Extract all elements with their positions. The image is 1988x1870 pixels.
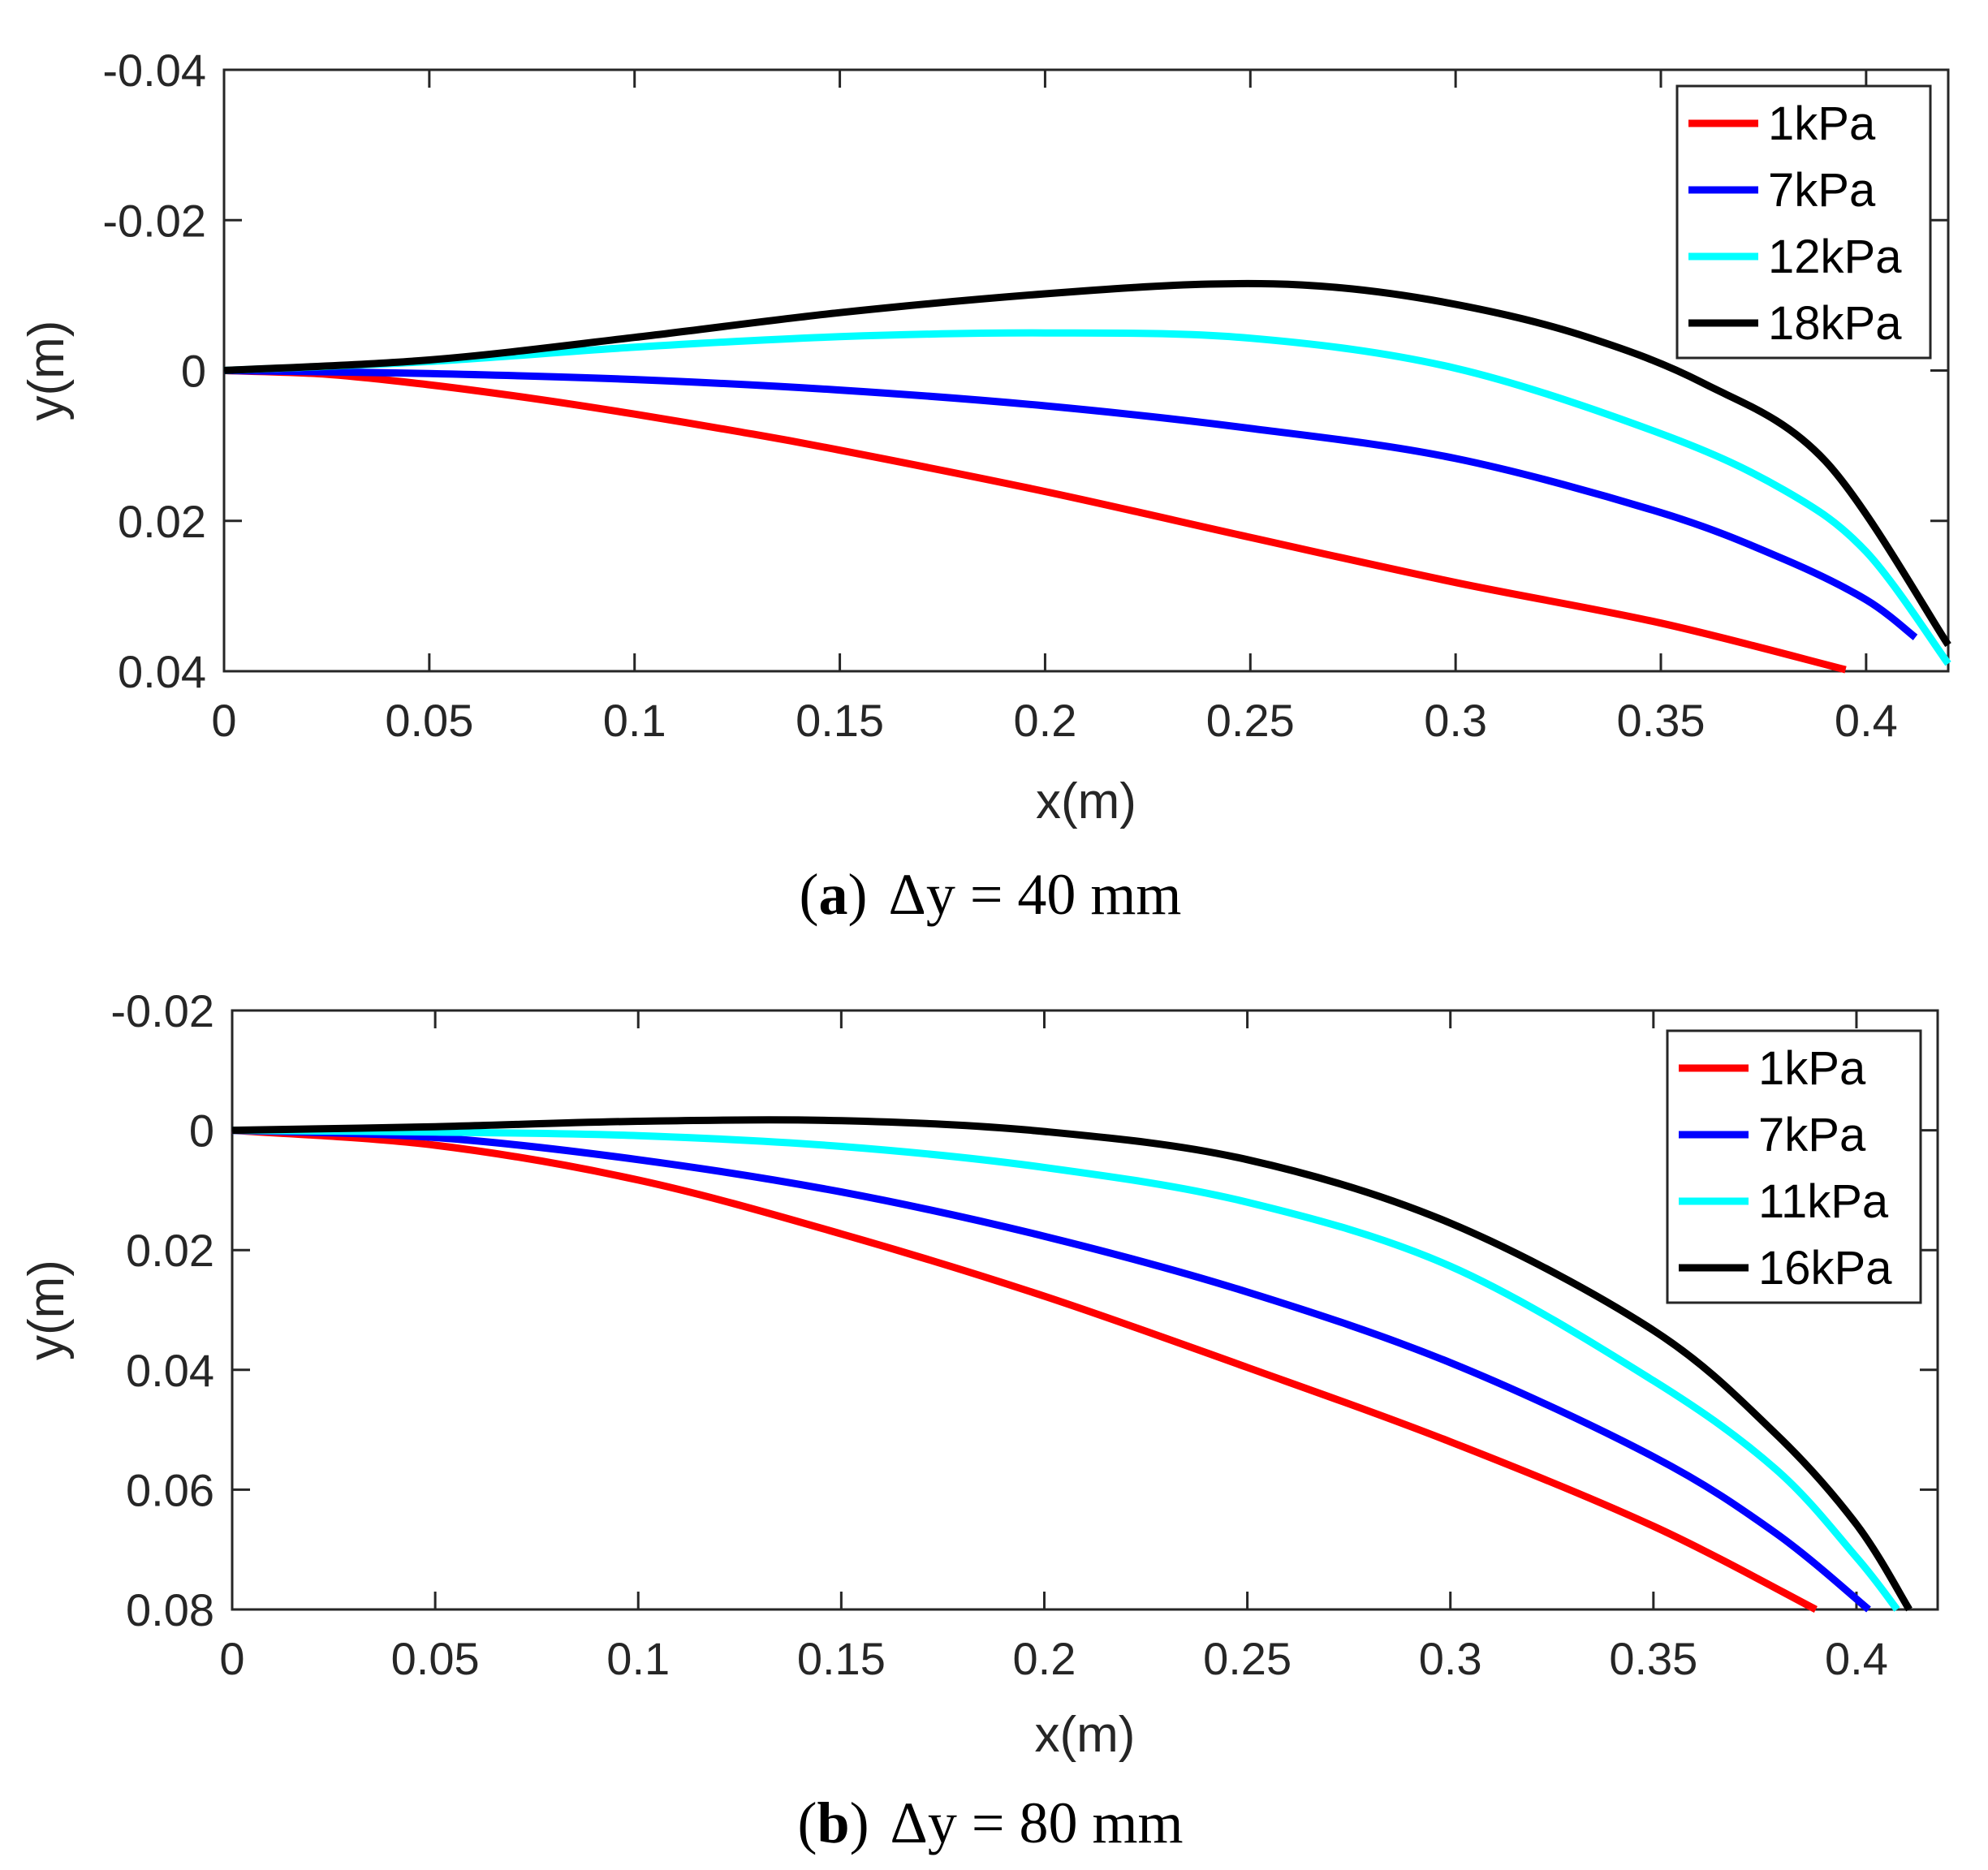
legend-label: 18kPa: [1768, 297, 1902, 350]
series-line-12kPa: [223, 329, 1951, 666]
x-tick-label: 0.1: [603, 695, 666, 746]
legend-label: 12kPa: [1768, 231, 1902, 283]
legend-label: 11kPa: [1758, 1175, 1889, 1228]
series-line-11kPa: [231, 1127, 1900, 1612]
x-tick-label: 0.2: [1013, 695, 1076, 746]
x-tick-label: 0.3: [1419, 1633, 1482, 1684]
x-tick-label: 0.35: [1609, 1633, 1697, 1684]
y-tick-label: 0.06: [126, 1464, 214, 1515]
x-tick-label: 0.05: [385, 695, 473, 746]
panel-caption: (a) Δy = 40 mm: [800, 862, 1182, 927]
caption-close-paren: ): [848, 862, 868, 927]
y-tick-label: 0: [181, 346, 206, 397]
x-axis-label: x(m): [1036, 773, 1136, 829]
legend-box: [1666, 1029, 1922, 1304]
x-tick-label: 0.35: [1617, 695, 1706, 746]
x-tick-label: 0: [211, 695, 236, 746]
y-tick-label: 0.02: [118, 496, 206, 547]
x-tick-label: 0.15: [797, 1633, 886, 1684]
legend-label: 16kPa: [1758, 1242, 1892, 1295]
series-line-1kPa: [223, 367, 1847, 674]
y-tick-label: -0.04: [102, 45, 206, 96]
series-line-18kPa: [223, 279, 1951, 648]
caption-text: Δy = 40 mm: [889, 862, 1182, 927]
x-tick-label: 0.25: [1203, 1633, 1292, 1684]
y-tick-label: 0.04: [126, 1345, 214, 1396]
plot-area: [222, 68, 1950, 673]
series-line-16kPa: [231, 1116, 1913, 1612]
legend-label: 1kPa: [1768, 97, 1876, 150]
legend-label: 1kPa: [1758, 1042, 1866, 1095]
y-tick-label: 0.02: [126, 1225, 214, 1276]
caption-open-paren: (: [798, 1790, 817, 1855]
caption-letter: b: [817, 1790, 850, 1855]
y-axis-label: y(m): [19, 1260, 75, 1360]
x-tick-label: 0.4: [1825, 1633, 1888, 1684]
x-tick-label: 0.3: [1424, 695, 1487, 746]
y-tick-label: 0: [189, 1105, 214, 1157]
legend-box: [1675, 84, 1932, 360]
x-tick-label: 0: [219, 1633, 244, 1684]
y-tick-label: 0.08: [126, 1584, 214, 1635]
series-line-7kPa: [231, 1127, 1871, 1613]
caption-open-paren: (: [800, 862, 819, 927]
legend-label: 7kPa: [1768, 164, 1876, 217]
caption-close-paren: ): [850, 1790, 869, 1855]
caption-text: Δy = 80 mm: [891, 1790, 1184, 1855]
legend-label: 7kPa: [1758, 1109, 1866, 1161]
x-axis-label: x(m): [1035, 1707, 1136, 1763]
y-tick-label: 0.04: [118, 646, 206, 697]
series-line-1kPa: [231, 1127, 1818, 1613]
x-tick-label: 0.1: [606, 1633, 670, 1684]
chart-panel-b: 0 0.05 0.1 0.15 0.2 0.25 0.3 0.35 0.4 -0.02 0 0.02 0…: [19, 985, 1939, 1855]
x-tick-label: 0.25: [1206, 695, 1295, 746]
y-tick-label: -0.02: [102, 195, 206, 246]
caption-letter: a: [819, 862, 848, 927]
chart-panel-a: 0 0.05 0.1 0.15 0.2 0.25 0.3 0.35 0.4 -0.04 -0.02 0…: [19, 45, 1951, 927]
x-tick-label: 0.2: [1013, 1633, 1076, 1684]
panel-caption: (b) Δy = 80 mm: [798, 1790, 1184, 1855]
y-axis-label: y(m): [19, 321, 75, 421]
y-tick-label: -0.02: [110, 985, 214, 1036]
x-tick-label: 0.4: [1835, 695, 1898, 746]
x-tick-label: 0.05: [391, 1633, 480, 1684]
x-tick-label: 0.15: [796, 695, 884, 746]
series-line-7kPa: [223, 367, 1918, 640]
